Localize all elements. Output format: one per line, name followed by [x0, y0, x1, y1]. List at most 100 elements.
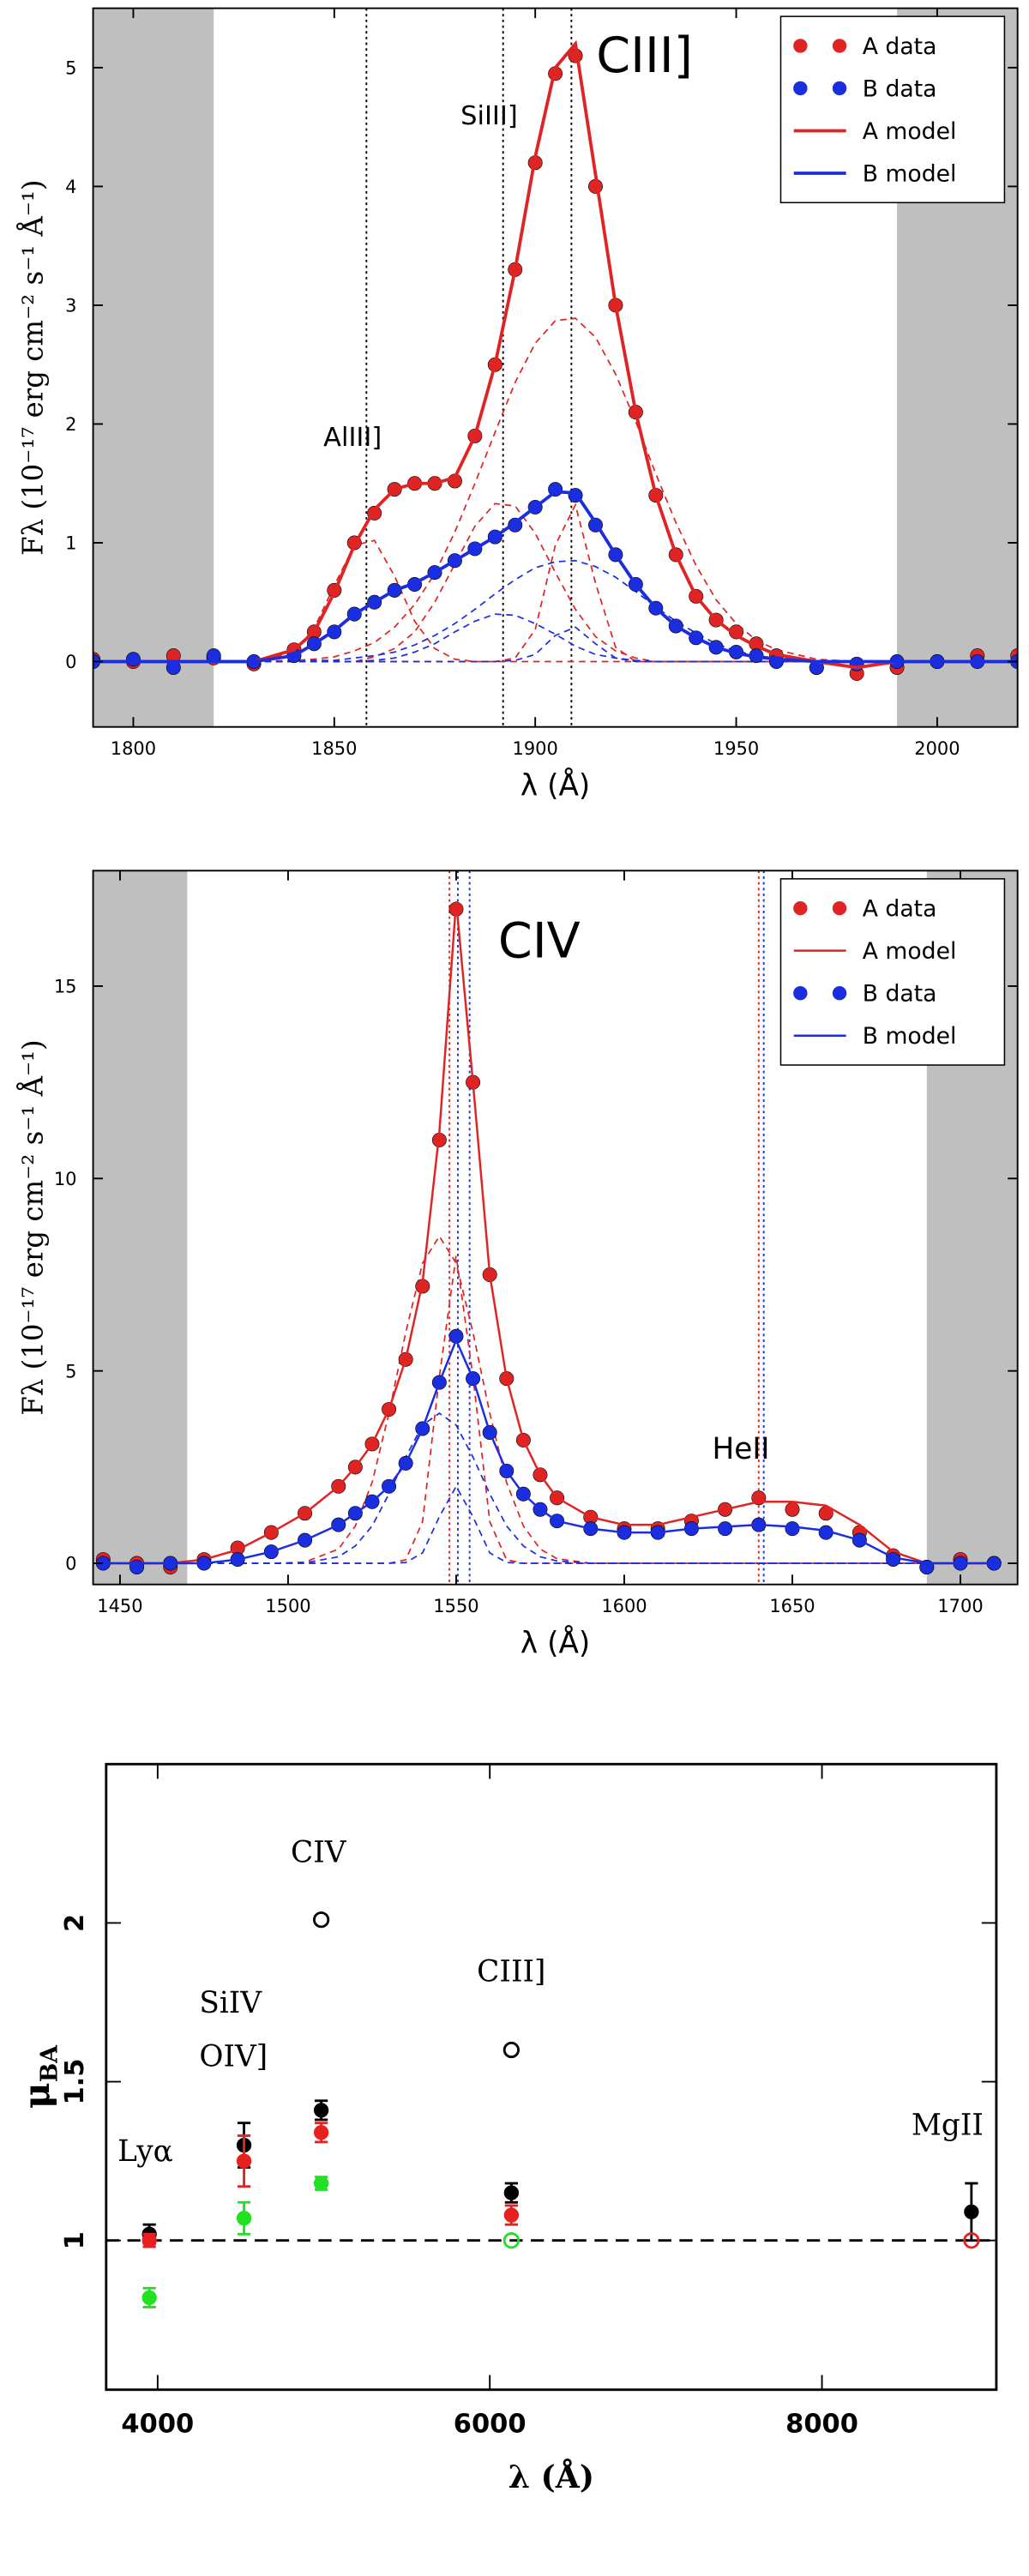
- plot-area: [105, 1911, 996, 2308]
- y-axis-label: Fλ (10⁻¹⁷ erg cm⁻² s⁻¹ Å⁻¹): [17, 1039, 50, 1415]
- legend-label: A model: [863, 938, 957, 965]
- x-axis-label: λ (Å): [508, 2459, 594, 2495]
- component-line: [93, 559, 1018, 663]
- y-axis-label: Fλ (10⁻¹⁷ erg cm⁻² s⁻¹ Å⁻¹): [17, 180, 50, 556]
- x-tick-label: 1700: [937, 1596, 983, 1616]
- model-line: [103, 901, 995, 1565]
- y-tick-label: 2: [65, 414, 76, 435]
- shaded-region: [93, 8, 214, 727]
- y-tick-label: 0: [65, 652, 76, 672]
- legend-label: B data: [863, 75, 937, 102]
- annotation: CIV: [291, 1836, 347, 1870]
- y-axis-label: μBA: [15, 2045, 63, 2109]
- y-axis-label-symbol: μ: [15, 2082, 57, 2109]
- x-tick-label: 1450: [97, 1596, 142, 1616]
- data-point: [313, 2176, 329, 2191]
- x-tick-label: 1800: [111, 738, 156, 759]
- x-tick-label: 1650: [769, 1596, 815, 1616]
- data-point: [718, 1521, 733, 1537]
- chart: 4000 6000 8000 1 1.5 2 λ (Å) μBA Lyα SiIV OIV] CIV C…: [15, 1762, 998, 2495]
- data-point: [785, 1521, 800, 1537]
- annotation: SiIV: [199, 1986, 262, 2020]
- y-tick-label: 1: [65, 533, 76, 554]
- annotation: SiIII]: [460, 101, 518, 131]
- chart: 1800 1850 1900 1950 2000 0 1 2 3 4 5 λ (Å) Fλ (10⁻¹⁷…: [17, 7, 1019, 803]
- annotation: MgII: [912, 2109, 984, 2143]
- component-line: [93, 317, 1018, 663]
- data-point: [502, 2041, 520, 2059]
- component-line: [93, 613, 1018, 663]
- x-tick-label: 1850: [311, 738, 357, 759]
- annotation: CIII]: [477, 1955, 545, 1989]
- data-point: [141, 2233, 157, 2248]
- data-point: [502, 2232, 520, 2249]
- legend-marker: [832, 39, 847, 53]
- y-tick-label: 3: [65, 296, 76, 316]
- component-line: [103, 1255, 995, 1564]
- data-point: [448, 1328, 464, 1344]
- data-point: [313, 2125, 329, 2140]
- plot-frame: [105, 1762, 998, 2392]
- data-point: [964, 2204, 979, 2220]
- legend-marker: [832, 81, 847, 96]
- component-line: [93, 626, 1018, 663]
- data-point: [312, 1911, 330, 1929]
- y-axis-label-subscript: BA: [37, 2045, 63, 2083]
- legend-marker: [832, 900, 847, 916]
- y-tick-label: 1: [60, 2231, 90, 2249]
- legend-label: B model: [863, 1023, 957, 1050]
- x-tick-label: 1950: [713, 738, 759, 759]
- x-tick-label: 1900: [513, 738, 558, 759]
- annotation: CIV: [498, 912, 581, 969]
- data-point: [785, 1502, 800, 1517]
- legend-marker: [793, 900, 808, 916]
- legend-marker: [793, 81, 808, 96]
- chart: 1450 1500 1550 1600 1650 1700 0 5 10 15 λ (Å) Fλ (1…: [17, 870, 1019, 1661]
- x-tick-label: 8000: [785, 2409, 858, 2439]
- y-tick-label: 5: [65, 58, 76, 79]
- legend-marker: [793, 986, 808, 1001]
- plot-area: [93, 870, 1018, 1585]
- data-point: [503, 2185, 520, 2200]
- data-point: [236, 2153, 252, 2169]
- component-line: [93, 539, 1018, 663]
- y-tick-label: 2: [60, 1914, 90, 1932]
- y-tick-label: 4: [65, 177, 76, 197]
- data-point: [503, 2207, 520, 2223]
- legend-marker: [793, 39, 808, 53]
- x-tick-label: 1500: [265, 1596, 310, 1616]
- annotation: CIII]: [596, 27, 693, 84]
- x-tick-label: 6000: [454, 2409, 527, 2439]
- shaded-region: [93, 870, 188, 1585]
- component-line: [93, 503, 1018, 663]
- annotation: OIV]: [199, 2040, 268, 2074]
- annotation: HeII: [712, 1432, 769, 1466]
- component-line: [93, 503, 1018, 663]
- legend-label: A model: [863, 118, 957, 145]
- x-axis-label: λ (Å): [521, 1626, 590, 1661]
- data-point: [236, 2211, 252, 2226]
- data-point: [313, 2103, 329, 2118]
- plot-frame: [92, 7, 1019, 728]
- legend-label: B model: [863, 161, 957, 188]
- legend-box: [779, 878, 1006, 1066]
- model-line: [93, 39, 1018, 670]
- data-point: [125, 652, 141, 667]
- annotation: AlIII]: [323, 423, 382, 453]
- x-tick-label: 1550: [433, 1596, 478, 1616]
- data-point: [963, 2232, 980, 2249]
- x-tick-label: 1600: [601, 1596, 647, 1616]
- x-tick-label: 4000: [121, 2409, 194, 2439]
- data-point: [129, 1560, 145, 1574]
- y-tick-label: 10: [54, 1169, 77, 1189]
- data-point: [141, 2290, 157, 2306]
- legend-label: A data: [863, 33, 937, 60]
- plot-frame: [92, 870, 1019, 1586]
- x-axis-label: λ (Å): [521, 768, 590, 803]
- legend-label: A data: [863, 896, 937, 923]
- model-line: [103, 1337, 995, 1565]
- y-tick-label: 1.5: [60, 2059, 90, 2105]
- component-line: [103, 1484, 995, 1564]
- y-tick-label: 5: [65, 1361, 76, 1381]
